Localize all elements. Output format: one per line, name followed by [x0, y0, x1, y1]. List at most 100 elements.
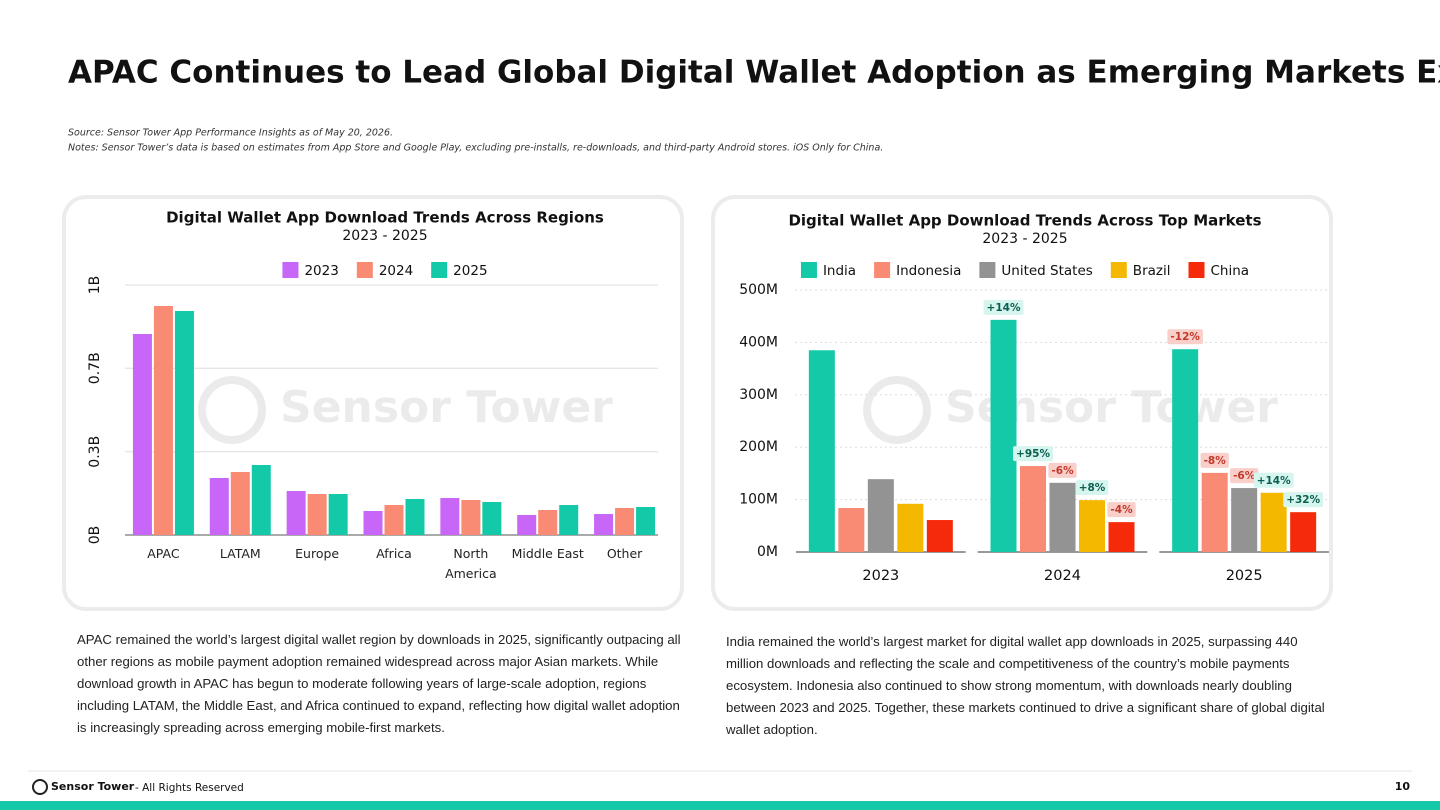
x-tick-label-box: North America — [445, 546, 497, 581]
y-tick-label: 0.7B — [87, 352, 103, 384]
change-badge — [1253, 472, 1294, 488]
x-tick-label: APAC — [147, 546, 180, 561]
bar — [1231, 488, 1258, 552]
legend-item: India — [800, 262, 856, 279]
change-label: -6% — [1051, 465, 1074, 477]
change-badge — [1200, 452, 1229, 468]
bar — [1079, 500, 1105, 552]
y-tick-label: 500M — [739, 282, 778, 298]
bar — [307, 494, 327, 535]
page-number: 10 — [1395, 780, 1411, 793]
legend-item: Brazil — [1110, 262, 1171, 279]
bar — [990, 319, 1017, 552]
bar — [384, 505, 404, 535]
bar — [482, 502, 502, 535]
bar — [251, 465, 271, 535]
x-tick-label-box: Middle East — [512, 546, 584, 561]
change-label: -8% — [1204, 455, 1227, 467]
bar — [838, 507, 865, 552]
legend-label: Brazil — [1133, 263, 1171, 279]
bar — [897, 503, 924, 552]
bar — [174, 311, 194, 535]
y-tick-label: 100M — [739, 492, 778, 508]
legend-swatch — [979, 262, 996, 278]
bar — [132, 334, 152, 535]
legend-label: Indonesia — [896, 263, 961, 279]
y-tick-label: 400M — [739, 334, 778, 350]
legend-label: 2023 — [304, 263, 338, 279]
change-label: +14% — [987, 302, 1021, 314]
bar — [1020, 466, 1046, 552]
x-tick-label-box: Other — [607, 546, 643, 561]
paragraph: APAC remained the world’s largest digita… — [77, 632, 681, 735]
bar — [1108, 522, 1135, 552]
x-tick-label: Africa — [376, 546, 412, 561]
x-tick-label: 2024 — [1044, 568, 1081, 584]
watermark: Sensor Tower — [280, 382, 613, 433]
change-badge — [983, 299, 1024, 315]
y-tick-label: 0M — [757, 544, 778, 560]
chart-title: Digital Wallet App Download Trends Acros… — [788, 212, 1261, 230]
watermark-group: Sensor Tower Sensor Tower — [198, 376, 1278, 444]
change-badge — [1048, 462, 1077, 478]
bar — [538, 510, 558, 535]
change-label: +32% — [1286, 494, 1320, 506]
legend-item: 2024 — [356, 262, 413, 279]
legend-label: 2025 — [453, 263, 487, 279]
chart-subtitle: 2023 - 2025 — [982, 231, 1067, 247]
x-tick-label: 2025 — [1226, 568, 1263, 584]
bar — [286, 491, 306, 535]
legend-label: India — [823, 263, 856, 279]
bar — [594, 514, 614, 535]
footer-logo: Sensor Tower — [51, 780, 135, 793]
page-title: APAC Continues to Lead Global Digital Wa… — [68, 55, 1440, 91]
change-badge — [1230, 468, 1259, 484]
watermark-icon — [863, 376, 931, 444]
change-label: +8% — [1079, 482, 1106, 494]
y-tick-label: 200M — [739, 439, 778, 455]
paragraph: India remained the world’s largest marke… — [726, 634, 1325, 737]
bar — [867, 479, 894, 552]
x-tick-label-box: LATAM — [219, 546, 261, 561]
x-tick-label-box: APAC — [147, 546, 180, 561]
bar — [615, 508, 635, 535]
y-tick-label: 0.3B — [87, 436, 103, 468]
x-tick-label: 2023 — [862, 568, 899, 584]
footer-rights: - All Rights Reserved — [135, 782, 244, 794]
legend-label: 2024 — [379, 263, 413, 279]
change-label: -6% — [1233, 470, 1256, 482]
legend-item: 2023 — [282, 262, 339, 279]
bar — [808, 350, 835, 552]
legend-swatch — [800, 262, 817, 278]
bar — [1172, 349, 1199, 552]
bar — [1260, 492, 1287, 552]
change-label: +95% — [1016, 448, 1050, 460]
legend-label: United States — [1001, 263, 1092, 279]
x-tick-label-box: Europe — [295, 546, 339, 561]
change-badge — [1167, 329, 1203, 345]
source: Source: Sensor Tower App Performance Ins… — [68, 128, 393, 139]
footer-bar — [0, 801, 1440, 810]
bar — [328, 494, 348, 535]
bar — [1201, 472, 1228, 552]
chart-title: Digital Wallet App Download Trends Acros… — [166, 209, 604, 227]
bar — [405, 499, 425, 535]
change-badge — [1075, 480, 1109, 496]
legend-swatch — [874, 262, 891, 278]
bar — [209, 478, 229, 535]
bar — [461, 500, 481, 535]
footer-icon — [32, 779, 48, 795]
legend-item: United States — [979, 262, 1093, 279]
bar — [153, 306, 173, 535]
x-tick-label-box: Africa — [376, 546, 412, 561]
change-label: -12% — [1170, 331, 1200, 343]
change-badge — [1107, 502, 1136, 518]
x-tick-label: LATAM — [219, 546, 261, 561]
bar — [440, 498, 460, 535]
bar — [230, 472, 250, 535]
bar — [1290, 512, 1317, 552]
watermark-icon — [198, 376, 266, 444]
legend-swatch — [1110, 262, 1127, 278]
legend-swatch — [1188, 262, 1205, 278]
